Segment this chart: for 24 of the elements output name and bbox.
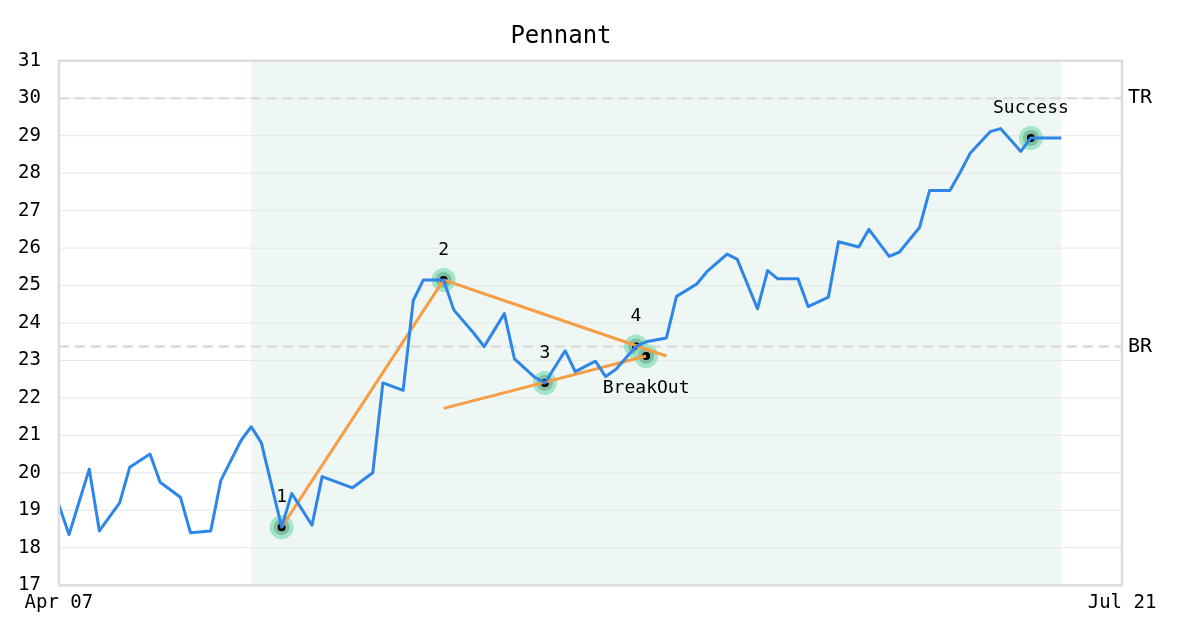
y-tick-label: 28: [17, 160, 41, 183]
annotation: 1: [276, 484, 288, 506]
x-tick-label: Jul 21: [1087, 589, 1157, 612]
y-tick-label: 23: [17, 347, 41, 370]
y-tick-label: 27: [17, 197, 41, 220]
y-tick-label: 30: [17, 85, 41, 108]
annotation: Success: [992, 95, 1069, 117]
ref-line-label: BR: [1128, 332, 1154, 357]
ref-line-label: TR: [1128, 84, 1154, 109]
y-tick-label: 21: [17, 422, 41, 445]
y-tick-label: 26: [17, 235, 41, 258]
y-tick-label: 25: [17, 272, 41, 295]
annotation: 4: [630, 304, 642, 326]
annotation: BreakOut: [602, 375, 690, 397]
chart-title: Pennant: [510, 20, 612, 49]
annotation: 2: [438, 237, 450, 259]
y-tick-label: 18: [17, 534, 41, 557]
y-tick-label: 29: [17, 122, 41, 145]
y-tick-label: 20: [17, 459, 41, 482]
y-tick-label: 22: [17, 384, 41, 407]
y-tick-label: 31: [17, 47, 41, 70]
annotation: 3: [539, 340, 551, 362]
y-tick-label: 19: [17, 497, 41, 520]
y-tick-label: 24: [17, 309, 41, 332]
